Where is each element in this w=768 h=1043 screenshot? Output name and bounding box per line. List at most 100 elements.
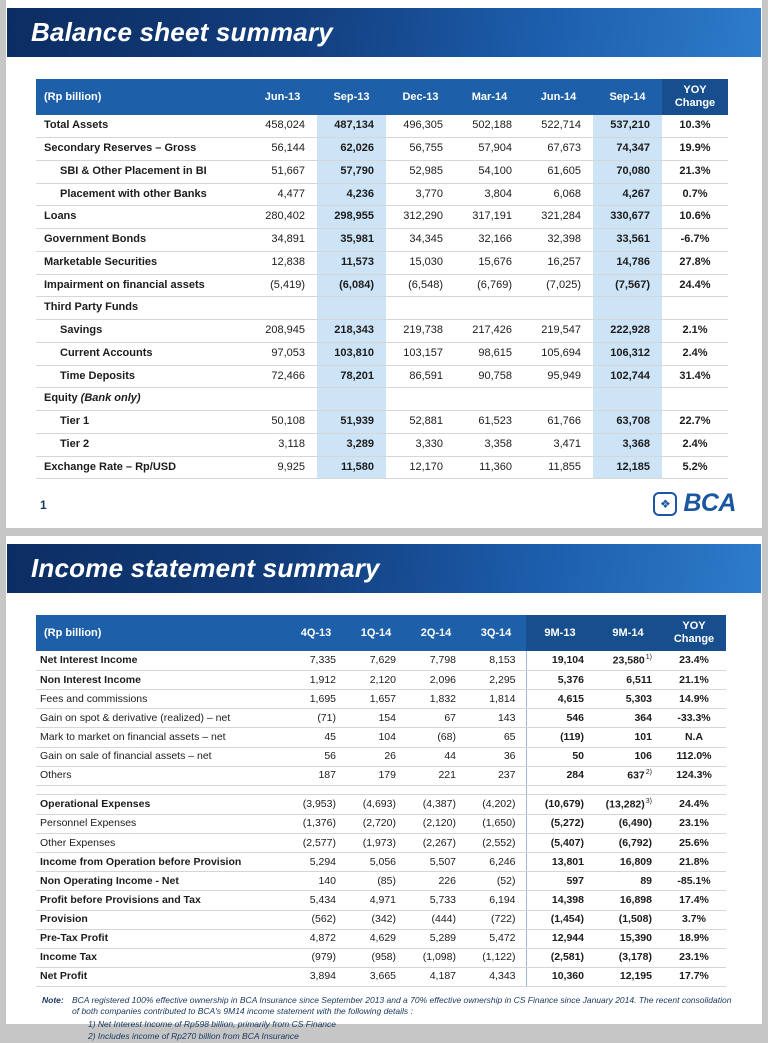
- yoy-cell: 21.3%: [662, 160, 728, 184]
- value-cell: (444): [406, 910, 466, 930]
- value-cell: 5,434: [286, 890, 346, 911]
- table-row: Net Interest Income 7,335 7,629 7,798 8,153 1…: [36, 651, 726, 672]
- value-cell: 502,188: [455, 115, 524, 139]
- table-row: Other Expenses (2,577) (1,973) (2,267) (2,55…: [36, 833, 726, 854]
- value-cell: [248, 387, 317, 412]
- value-cell: [248, 296, 317, 321]
- balance-sheet-slide: Balance sheet summary (Rp billion) Jun-13…: [6, 0, 762, 528]
- yoy-cell: 18.9%: [662, 929, 726, 949]
- value-cell: 219,547: [524, 319, 593, 343]
- row-label: Non Operating Income - Net: [36, 871, 286, 892]
- value-cell: 15,030: [386, 251, 455, 275]
- value-cell: 5,472: [466, 929, 526, 949]
- value-cell: 33,561: [593, 228, 662, 252]
- value-cell: 226: [406, 871, 466, 892]
- row-label: Net Interest Income: [36, 651, 286, 672]
- footnote-body: BCA registered 100% effective ownership …: [72, 995, 732, 1017]
- row-label: Provision: [36, 910, 286, 930]
- value-cell: 597: [525, 871, 594, 892]
- value-cell: 3,368: [593, 433, 662, 457]
- income-statement-table: (Rp billion) 4Q-13 1Q-14 2Q-14 3Q-14 9M-13 9M-…: [36, 615, 732, 988]
- value-cell: (4,387): [406, 794, 466, 815]
- row-label: Tier 2: [36, 433, 248, 457]
- value-cell: 16,257: [524, 251, 593, 275]
- value-cell: (1,122): [466, 948, 526, 968]
- table-row: Placement with other Banks 4,477 4,236 3,77…: [36, 183, 728, 207]
- value-cell: (1,508): [594, 910, 662, 930]
- value-cell: (6,490): [594, 814, 662, 835]
- table-row: Loans 280,402 298,955 312,290 317,191 321,284…: [36, 205, 728, 230]
- row-label: Impairment on financial assets: [36, 274, 248, 298]
- value-cell: 5,376: [525, 670, 594, 691]
- value-cell: (7,025): [524, 274, 593, 298]
- page-number: 1: [40, 498, 47, 512]
- yoy-cell: 24.4%: [662, 274, 728, 298]
- yoy-cell: 17.7%: [662, 967, 726, 988]
- value-cell: 105,694: [524, 342, 593, 366]
- column-header: Dec-13: [386, 79, 455, 116]
- row-label: Pre-Tax Profit: [36, 929, 286, 949]
- table-header-row: (Rp billion) Jun-13 Sep-13 Dec-13 Mar-14 Jun-…: [36, 79, 728, 116]
- row-label: Fees and commissions: [36, 689, 286, 710]
- value-cell: 4,477: [248, 183, 317, 207]
- yoy-cell: 22.7%: [662, 410, 728, 434]
- value-cell: 45: [286, 727, 346, 748]
- value-cell: 6,246: [466, 852, 526, 873]
- value-cell: 51,667: [248, 160, 317, 184]
- value-cell: 8,153: [466, 651, 526, 672]
- value-cell: 546: [525, 708, 594, 729]
- row-label: [36, 785, 286, 796]
- value-cell: 9,925: [248, 456, 317, 480]
- table-row: Total Assets 458,024 487,134 496,305 502,188…: [36, 115, 728, 139]
- row-label: Time Deposits: [36, 365, 248, 389]
- value-cell: [286, 785, 346, 796]
- yoy-cell: 3.7%: [662, 910, 726, 930]
- income-statement-slide: Income statement summary (Rp billion) 4Q-…: [6, 536, 762, 1041]
- value-cell: (2,267): [406, 833, 466, 854]
- column-header: Jun-13: [248, 79, 317, 116]
- value-cell: 51,939: [317, 410, 386, 434]
- spacer-row: [36, 785, 726, 796]
- value-cell: 56,144: [248, 137, 317, 161]
- row-label: Third Party Funds: [36, 296, 248, 321]
- value-cell: 103,157: [386, 342, 455, 366]
- column-header: 3Q-14: [466, 615, 526, 652]
- value-cell: 2,096: [406, 670, 466, 691]
- value-cell: (342): [346, 910, 406, 930]
- value-cell: 237: [466, 766, 526, 787]
- value-cell: 106,312: [593, 342, 662, 366]
- table-row: Mark to market on financial assets – net…: [36, 727, 726, 748]
- table-row: Fees and commissions 1,695 1,657 1,832 1,814…: [36, 689, 726, 710]
- value-cell: (562): [286, 910, 346, 930]
- value-cell: [317, 296, 386, 321]
- yoy-cell: 19.9%: [662, 137, 728, 161]
- table-row: Non Interest Income 1,912 2,120 2,096 2,295 5…: [36, 670, 726, 691]
- table-row: Non Operating Income - Net 140 (85) 226 (52)…: [36, 871, 726, 892]
- value-cell: 57,904: [455, 137, 524, 161]
- value-cell: (10,679): [525, 794, 594, 815]
- value-cell: [317, 387, 386, 412]
- row-label: Marketable Securities: [36, 251, 248, 275]
- value-cell: 61,605: [524, 160, 593, 184]
- value-cell: 3,358: [455, 433, 524, 457]
- value-cell: 317,191: [455, 205, 524, 230]
- footnote-marker: 2): [645, 769, 652, 777]
- value-cell: 284: [525, 766, 594, 787]
- column-header: Sep-13: [317, 79, 386, 116]
- yoy-cell: -33.3%: [662, 708, 726, 729]
- value-cell: (6,769): [455, 274, 524, 298]
- value-cell: 32,398: [524, 228, 593, 252]
- yoy-cell: 5.2%: [662, 456, 728, 480]
- table-row: Secondary Reserves – Gross 56,144 62,026 56…: [36, 137, 728, 161]
- value-cell: 12,170: [386, 456, 455, 480]
- yoy-cell: 10.6%: [662, 205, 728, 230]
- value-cell: 4,343: [466, 967, 526, 988]
- row-label: Current Accounts: [36, 342, 248, 366]
- value-cell: 14,398: [525, 890, 594, 911]
- value-cell: 5,733: [406, 890, 466, 911]
- row-label: Non Interest Income: [36, 670, 286, 691]
- value-cell: (979): [286, 948, 346, 968]
- value-cell: 61,766: [524, 410, 593, 434]
- value-cell: 50: [525, 747, 594, 767]
- value-cell: 102,744: [593, 365, 662, 389]
